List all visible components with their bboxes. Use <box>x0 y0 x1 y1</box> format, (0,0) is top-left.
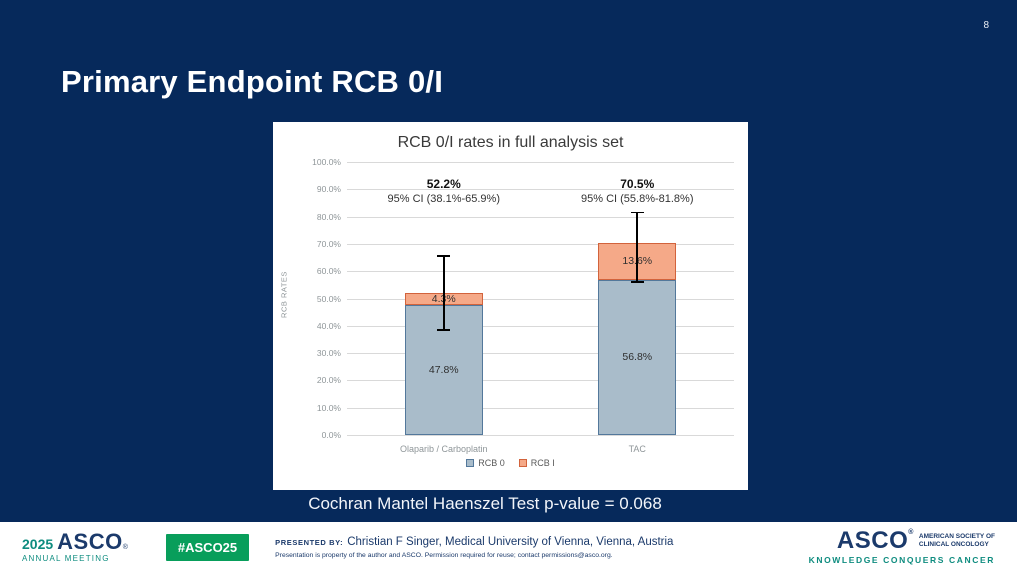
slide-title: Primary Endpoint RCB 0/I <box>61 64 444 99</box>
gridline <box>347 271 734 273</box>
total-value-label: 70.5% <box>620 177 655 191</box>
error-bar-cap-bottom <box>630 281 644 283</box>
y-tick-label: 90.0% <box>316 184 341 195</box>
legend-swatch-icon <box>466 459 475 467</box>
footer: 2025 ASCO ® ANNUAL MEETING #ASCO25 PRESE… <box>0 522 1017 572</box>
total-value-label: 52.2% <box>426 177 461 191</box>
y-tick-label: 10.0% <box>316 402 341 413</box>
error-bar-cap-top <box>437 255 451 257</box>
meeting-year: 2025 <box>22 536 54 552</box>
y-tick-label: 100.0% <box>312 157 341 167</box>
presented-by-label: PRESENTED BY: <box>275 537 344 547</box>
gridline <box>347 325 734 327</box>
gridline <box>347 162 734 163</box>
chart-title: RCB 0/I rates in full analysis set <box>397 134 624 151</box>
y-tick-label: 20.0% <box>316 375 341 386</box>
y-tick-label: 70.0% <box>316 238 341 249</box>
x-category-label: TAC <box>628 444 646 454</box>
error-bar <box>442 255 445 331</box>
y-tick-label: 60.0% <box>316 266 341 277</box>
y-tick-label: 80.0% <box>316 211 341 222</box>
confidence-interval-label: 95% CI (38.1%-65.9%) <box>387 193 501 205</box>
legend-swatch-icon <box>518 459 527 467</box>
gridline <box>347 216 734 218</box>
meeting-name: ANNUAL MEETING <box>22 554 110 563</box>
chart-legend: RCB 0 RCB I <box>273 458 748 468</box>
error-bar-cap-bottom <box>437 329 451 331</box>
chart-panel: RCB 0/I rates in full analysis set RCB R… <box>273 122 748 490</box>
asco-annual-meeting-logo: 2025 ASCO ® ANNUAL MEETING <box>22 531 128 563</box>
gridline <box>347 243 734 245</box>
segment-value-label: 56.8% <box>622 351 653 364</box>
registered-mark-icon: ® <box>122 544 128 551</box>
presenter-name: Christian F Singer, Medical University o… <box>347 535 674 548</box>
gridline <box>347 298 734 300</box>
legend-item: RCB 0 <box>466 458 505 468</box>
gridline <box>347 189 734 191</box>
stat-note: Cochran Mantel Haenszel Test p-value = 0… <box>308 494 662 513</box>
y-tick-label: 30.0% <box>316 348 341 359</box>
y-tick-label: 50.0% <box>316 293 341 304</box>
x-category-label: Olaparib / Carboplatin <box>399 444 488 454</box>
hashtag-badge: #ASCO25 <box>165 533 250 561</box>
y-tick-label: 40.0% <box>316 320 341 331</box>
y-tick-label: 0.0% <box>321 430 341 440</box>
page-number: 8 <box>983 20 989 31</box>
org-subtitle: AMERICAN SOCIETY OF CLINICAL ONCOLOGY <box>918 533 995 549</box>
asco-org-logo: ASCO® AMERICAN SOCIETY OF CLINICAL ONCOL… <box>809 529 995 565</box>
meeting-org-wordmark: ASCO <box>57 529 123 554</box>
gridline <box>347 407 734 409</box>
disclaimer-text: Presentation is property of the author a… <box>275 551 613 559</box>
legend-label: RCB 0 <box>478 458 505 468</box>
y-axis-title: RCB RATES <box>279 271 289 318</box>
gridline <box>347 435 734 436</box>
org-tagline: KNOWLEDGE CONQUERS CANCER <box>808 555 995 566</box>
segment-value-label: 47.8% <box>428 363 459 376</box>
legend-item: RCB I <box>518 458 555 468</box>
gridline <box>347 353 734 355</box>
error-bar-cap-top <box>630 211 644 214</box>
presented-by-block: PRESENTED BY: Christian F Singer, Medical… <box>275 536 673 559</box>
gridline <box>347 380 734 382</box>
error-bar <box>636 211 639 283</box>
legend-label: RCB I <box>530 458 555 468</box>
org-wordmark: ASCO® <box>836 527 914 555</box>
registered-mark-icon: ® <box>908 529 914 537</box>
confidence-interval-label: 95% CI (55.8%-81.8%) <box>581 193 694 205</box>
